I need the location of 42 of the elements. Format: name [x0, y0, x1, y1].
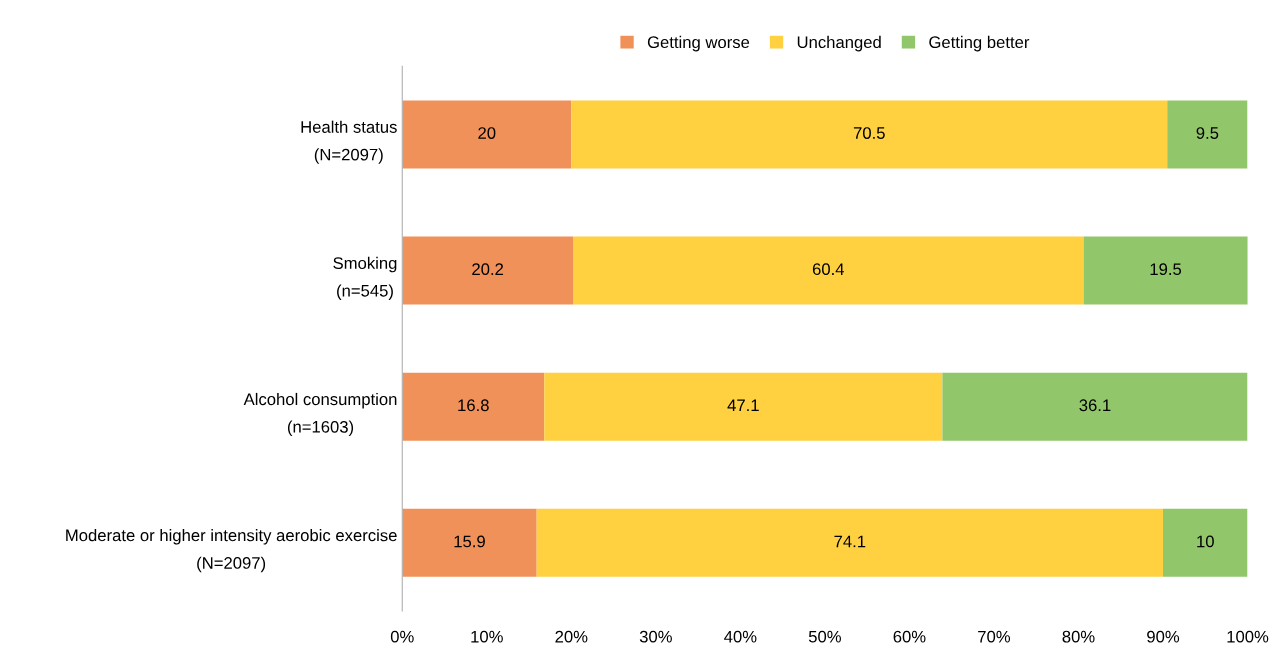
bar [571, 100, 1168, 169]
x-tick-label: 100% [1227, 630, 1269, 643]
x-tick-label: 60% [893, 630, 926, 643]
y-tick-label: Health status (N=2097) [301, 120, 397, 164]
bar [1083, 236, 1248, 305]
data-label: 74.1 [834, 535, 866, 548]
data-label: 60.4 [812, 263, 845, 276]
x-tick-label: 10% [471, 630, 503, 643]
x-tick-label: 20% [555, 630, 588, 643]
bar [536, 508, 1164, 577]
y-tick-label: Alcohol consumption (n=1603) [243, 392, 397, 437]
legend-label: Unchanged [797, 35, 881, 52]
x-tick-label: 80% [1062, 630, 1095, 643]
y-tick-label: Smoking (n=545) [333, 256, 397, 300]
data-label: 47.1 [727, 399, 759, 412]
bar [573, 236, 1084, 305]
x-tick-label: 70% [978, 630, 1011, 643]
data-label: 10 [1197, 535, 1214, 548]
x-tick-label: 50% [808, 630, 841, 643]
data-label: 16.8 [458, 399, 489, 412]
data-label: 9.5 [1196, 127, 1219, 139]
y-tick-label: Moderate or higher intensity aerobic exercise (N=2097) [66, 529, 397, 573]
legend-label: Getting better [929, 35, 1030, 52]
bar [942, 372, 1248, 441]
x-tick-label: 30% [639, 630, 672, 643]
data-label: 36.1 [1079, 399, 1111, 412]
legend-label: Getting worse [647, 35, 750, 52]
data-label: 20 [478, 127, 496, 139]
bar [402, 236, 574, 305]
bar [544, 372, 943, 441]
bar [1163, 508, 1248, 577]
x-tick-label: 40% [724, 630, 757, 643]
bar [402, 508, 537, 577]
data-label: 70.5 [853, 127, 885, 139]
bar [1167, 100, 1248, 169]
x-tick-label: 90% [1147, 630, 1180, 643]
data-label: 15.9 [454, 535, 485, 548]
data-label: 19.5 [1150, 263, 1182, 276]
x-tick-label: 0% [390, 630, 414, 643]
data-label: 20.2 [472, 263, 504, 276]
bar [402, 372, 545, 441]
bar [402, 100, 572, 169]
